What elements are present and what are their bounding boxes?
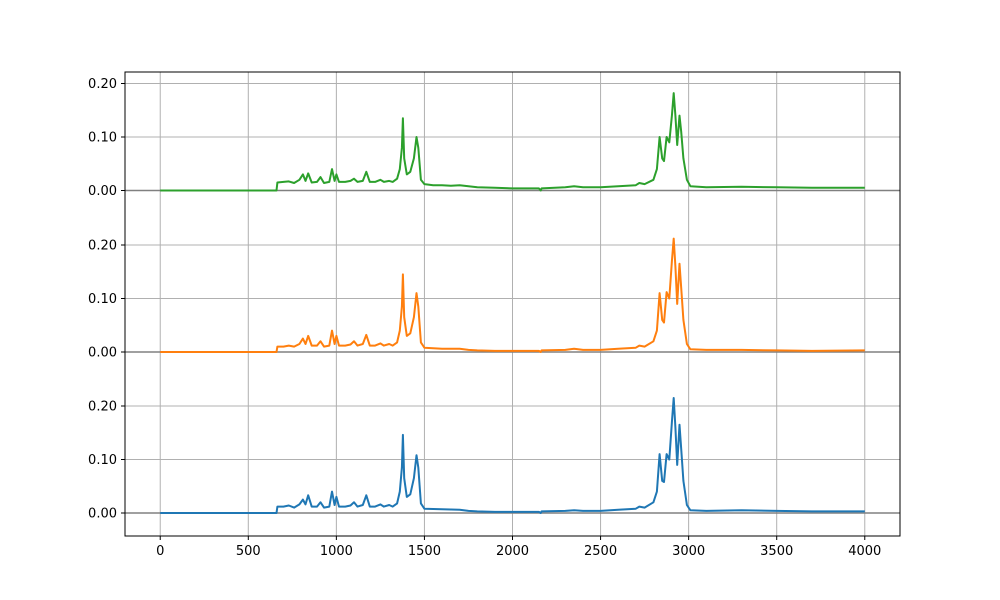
x-tick-label: 1000 (320, 544, 353, 559)
spectrum-line-1 (160, 92, 865, 192)
y-tick-label: 0.10 (88, 292, 117, 307)
x-tick-label: 2000 (496, 544, 529, 559)
x-tick-label: 2500 (584, 544, 617, 559)
y-tick-label: 0.20 (88, 77, 117, 92)
x-tick-label: 500 (236, 544, 261, 559)
y-tick-label: 0.20 (88, 239, 117, 254)
x-tick-label: 0 (156, 544, 164, 559)
spectrum-line-2 (160, 237, 865, 353)
spectra-series (160, 92, 865, 514)
x-tick-label: 4000 (848, 544, 881, 559)
grid-lines (125, 72, 900, 536)
y-tick-label: 0.10 (88, 131, 117, 146)
x-tick-label: 3500 (760, 544, 793, 559)
y-tick-label: 0.10 (88, 453, 117, 468)
axis-ticks: 0 500 1000 1500 2000 2500 3000 3500 4000 0.00 0.10… (88, 77, 881, 559)
y-tick-label: 0.20 (88, 400, 117, 415)
x-tick-label: 1500 (408, 544, 441, 559)
spectrum-line-3 (160, 397, 865, 514)
y-tick-label: 0.00 (88, 184, 117, 199)
x-tick-label: 3000 (672, 544, 705, 559)
y-tick-label: 0.00 (88, 346, 117, 361)
y-tick-label: 0.00 (88, 507, 117, 522)
